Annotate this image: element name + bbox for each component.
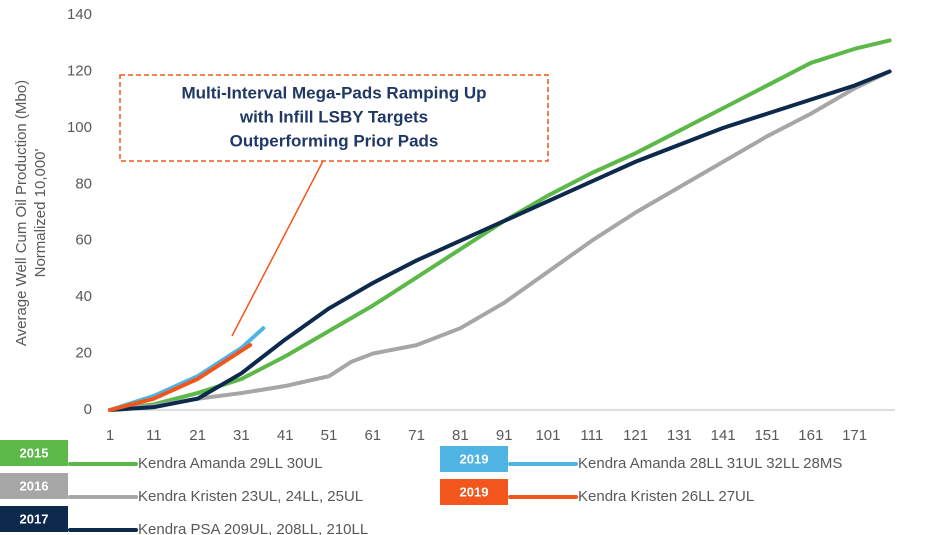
legend-tag: 2015	[20, 445, 49, 460]
annotation-text: with Infill LSBY Targets	[239, 107, 428, 126]
x-tick-label: 71	[408, 427, 425, 444]
legend-label: Kendra Amanda 29LL 30UL	[138, 455, 323, 472]
y-tick-label: 100	[67, 119, 92, 136]
y-tick-label: 0	[84, 401, 92, 418]
series-line	[108, 69, 892, 412]
y-axis-label: Average Well Cum Oil Production (Mbo)	[13, 80, 30, 346]
annotation-text: Outperforming Prior Pads	[230, 131, 439, 150]
x-tick-label: 41	[277, 427, 294, 444]
x-tick-label: 91	[496, 427, 513, 444]
legend-label: Kendra Kristen 23UL, 24LL, 25UL	[138, 488, 363, 505]
x-tick-label: 171	[842, 427, 867, 444]
legend-tag: 2019	[460, 484, 489, 499]
legend-tag: 2016	[20, 478, 49, 493]
legend-tag: 2019	[460, 451, 489, 466]
x-tick-label: 131	[667, 427, 692, 444]
legend-tag-box	[440, 479, 508, 505]
annotation-pointer	[231, 160, 324, 337]
x-tick-label: 31	[233, 427, 250, 444]
x-tick-label: 81	[452, 427, 469, 444]
y-tick-label: 80	[75, 175, 92, 192]
y-tick-label: 40	[75, 288, 92, 305]
annotation-text: Multi-Interval Mega-Pads Ramping Up	[181, 83, 486, 102]
x-tick-label: 101	[535, 427, 560, 444]
x-tick-label: 151	[754, 427, 779, 444]
x-tick-label: 1	[106, 427, 114, 444]
x-tick-label: 51	[321, 427, 338, 444]
legend-tag-box	[0, 473, 68, 499]
y-tick-label: 20	[75, 345, 92, 362]
x-tick-label: 111	[580, 427, 603, 444]
x-tick-label: 141	[711, 427, 736, 444]
y-tick-label: 140	[67, 6, 92, 23]
legend-label: Kendra PSA 209UL, 208LL, 210LL	[138, 521, 368, 535]
legend-tag-box	[0, 506, 68, 532]
legend-label: Kendra Kristen 26LL 27UL	[578, 488, 754, 505]
annotation-box	[119, 74, 549, 162]
x-tick-label: 161	[798, 427, 823, 444]
y-tick-label: 120	[67, 62, 92, 79]
legend-label: Kendra Amanda 28LL 31UL 32LL 28MS	[578, 455, 842, 472]
y-tick-label: 60	[75, 232, 92, 249]
x-tick-label: 21	[189, 427, 206, 444]
y-axis-label: Normalized 10,000'	[32, 148, 49, 277]
x-tick-label: 121	[623, 427, 648, 444]
x-tick-label: 61	[364, 427, 381, 444]
legend-tag-box	[440, 446, 508, 472]
series-line	[108, 343, 253, 412]
legend-tag-box	[0, 440, 68, 466]
x-tick-label: 11	[146, 427, 162, 444]
series-line	[108, 69, 892, 412]
legend-tag: 2017	[20, 511, 49, 526]
